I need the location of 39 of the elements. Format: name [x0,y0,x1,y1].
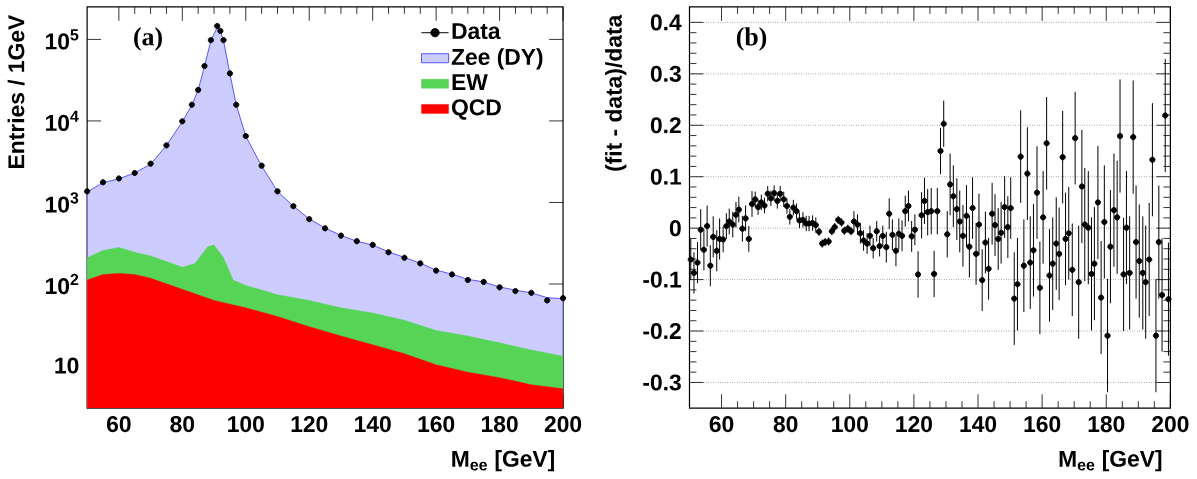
annotation: (b) [736,27,767,51]
x-tick-label: 120 [896,416,932,433]
y-tick-label: 0.4 [650,14,682,31]
y-tick-label: 0 [669,220,681,237]
x-tick-label: 200 [544,416,582,433]
y-tick-label: 0.1 [650,168,682,185]
legend-label: EW [452,74,488,90]
x-tick-label: 100 [228,416,264,433]
y-axis-title: Entries / 1GeV [7,14,25,168]
legend-label: QCD [451,99,501,120]
annotation: (a) [134,27,162,51]
y-tick-label: 10$^{5}$ [46,29,79,50]
x-tick-label: 140 [960,416,997,433]
y-tick-label: 0.2 [650,117,681,134]
legend-label: Data [452,23,501,40]
x-tick-label: 160 [418,416,455,433]
x-tick-label: 160 [1024,416,1061,433]
x-tick-label: 100 [832,416,868,433]
x-tick-label: 180 [1088,416,1125,433]
x-tick-label: 180 [481,416,518,433]
y-tick-label: -0.1 [643,271,682,288]
x-tick-label: 140 [355,416,391,433]
y-tick-label: 10$^{4}$ [46,110,79,132]
x-tick-label: 60 [709,416,734,433]
y-tick-label: 10$^{3}$ [46,192,79,213]
x-tick-label: 60 [107,416,131,433]
y-tick-label: 0.3 [650,65,681,82]
y-tick-label: 10$^{2}$ [46,273,79,295]
y-axis-title: (fit - data)/data [605,14,627,171]
x-tick-label: 200 [1152,416,1189,433]
y-tick-label: -0.2 [643,322,681,340]
x-tick-label: 80 [773,416,798,433]
y-tick-label: 10 [55,357,79,374]
y-tick-label: -0.3 [643,374,681,391]
x-axis-title: M$_{ee}$ [GeV] [452,450,554,472]
x-axis-title: M$_{ee}$ [GeV] [1059,450,1162,472]
x-tick-label: 120 [291,416,328,433]
legend-label: Zee (DY) [451,48,543,70]
x-tick-label: 80 [170,416,195,433]
